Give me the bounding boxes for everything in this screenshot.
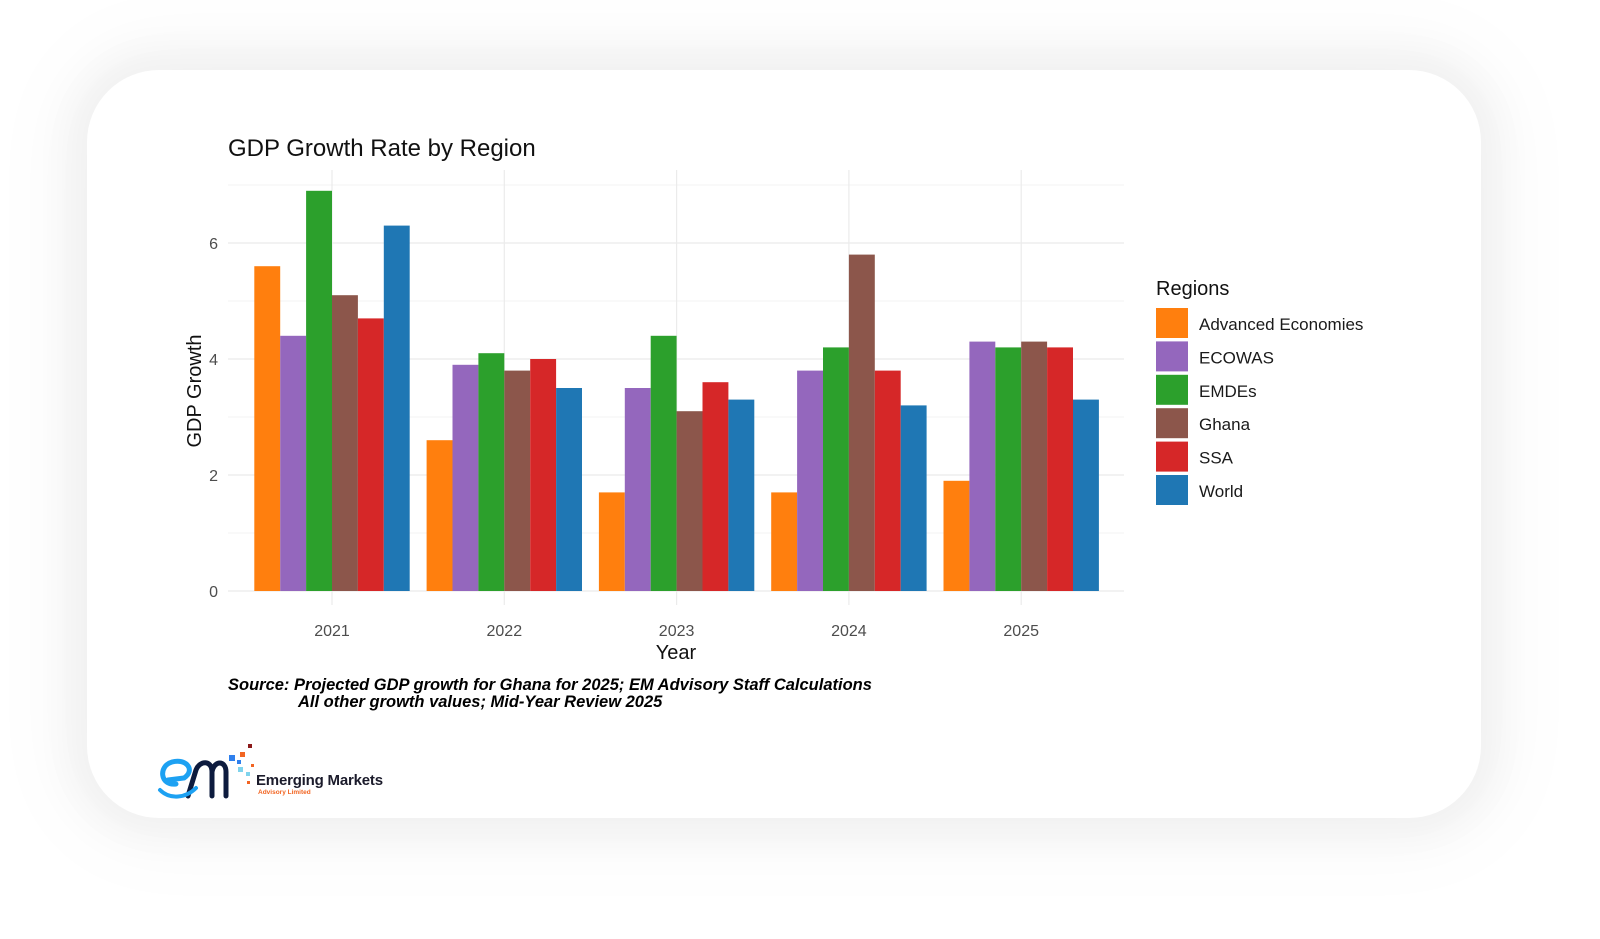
bar-ssa-2024 bbox=[874, 370, 901, 591]
bar-ecowas-2022 bbox=[452, 364, 479, 591]
bar-ghana-2023 bbox=[676, 411, 703, 591]
bar-ssa-2023 bbox=[702, 382, 729, 591]
x-tick-label: 2025 bbox=[1003, 623, 1039, 640]
company-logo: Emerging Markets Advisory Limited bbox=[158, 744, 383, 799]
bar-emdes-2022 bbox=[478, 353, 505, 591]
y-axis-ticks: 0 2 4 6 bbox=[209, 236, 218, 601]
bar-world-2025 bbox=[1073, 399, 1099, 591]
bar-advanced-economies-2024 bbox=[771, 492, 798, 591]
y-tick-label: 0 bbox=[209, 584, 218, 601]
y-tick-label: 4 bbox=[209, 352, 218, 369]
bar-ghana-2025 bbox=[1021, 341, 1048, 591]
y-tick-label: 6 bbox=[209, 236, 218, 253]
bar-ecowas-2025 bbox=[969, 341, 996, 591]
bar-advanced-economies-2021 bbox=[254, 266, 281, 591]
logo-mark-icon bbox=[158, 744, 254, 799]
bar-world-2023 bbox=[728, 399, 755, 591]
bar-world-2022 bbox=[556, 388, 582, 591]
legend-label: SSA bbox=[1199, 449, 1234, 468]
chart-title: GDP Growth Rate by Region bbox=[228, 135, 536, 162]
bar-emdes-2023 bbox=[650, 335, 677, 591]
y-tick-label: 2 bbox=[209, 468, 218, 485]
legend-label: ECOWAS bbox=[1199, 348, 1274, 367]
bar-ghana-2021 bbox=[332, 295, 358, 591]
logo-subtitle: Advisory Limited bbox=[258, 789, 311, 796]
x-tick-label: 2023 bbox=[659, 623, 695, 640]
legend-swatch-ssa bbox=[1156, 441, 1188, 472]
bar-ssa-2025 bbox=[1047, 347, 1073, 591]
x-tick-label: 2021 bbox=[314, 623, 350, 640]
legend: Regions Advanced Economies ECOWAS EMDEs Gha… bbox=[1156, 278, 1363, 505]
bar-advanced-economies-2025 bbox=[943, 480, 970, 591]
bar-world-2024 bbox=[900, 405, 927, 591]
y-axis-title: GDP Growth bbox=[184, 335, 206, 448]
source-caption-line-2: All other growth values; Mid-Year Review… bbox=[297, 693, 663, 711]
bar-ghana-2022 bbox=[504, 370, 531, 591]
legend-label: Ghana bbox=[1199, 415, 1251, 434]
bar-advanced-economies-2023 bbox=[598, 492, 625, 591]
bar-ghana-2024 bbox=[848, 254, 875, 591]
x-axis-ticks: 2021 2022 2023 2024 2025 bbox=[314, 623, 1039, 640]
legend-swatch-world bbox=[1156, 475, 1188, 505]
legend-label: World bbox=[1199, 482, 1243, 501]
legend-swatch-ghana bbox=[1156, 408, 1188, 439]
legend-swatch-ecowas bbox=[1156, 341, 1188, 372]
logo-name: Emerging Markets bbox=[256, 772, 383, 789]
bar-ecowas-2023 bbox=[624, 388, 651, 591]
x-axis-title: Year bbox=[656, 642, 697, 664]
legend-swatch-advanced-economies bbox=[1156, 308, 1188, 338]
bar-emdes-2021 bbox=[306, 190, 332, 592]
legend-label: Advanced Economies bbox=[1199, 315, 1363, 334]
bar-ssa-2021 bbox=[357, 318, 384, 591]
bar-ecowas-2021 bbox=[280, 335, 307, 591]
bar-ssa-2022 bbox=[530, 359, 557, 591]
legend-title: Regions bbox=[1156, 278, 1229, 300]
bar-ecowas-2024 bbox=[797, 370, 823, 591]
bars bbox=[254, 190, 1099, 592]
bar-advanced-economies-2022 bbox=[426, 440, 453, 591]
source-caption-line-1: Source: Projected GDP growth for Ghana f… bbox=[228, 676, 872, 694]
x-tick-label: 2022 bbox=[487, 623, 523, 640]
legend-label: EMDEs bbox=[1199, 382, 1257, 401]
legend-swatch-emdes bbox=[1156, 374, 1188, 405]
bar-emdes-2025 bbox=[995, 347, 1022, 591]
bar-world-2021 bbox=[383, 225, 410, 591]
bar-emdes-2024 bbox=[823, 347, 849, 591]
x-tick-label: 2024 bbox=[831, 623, 867, 640]
